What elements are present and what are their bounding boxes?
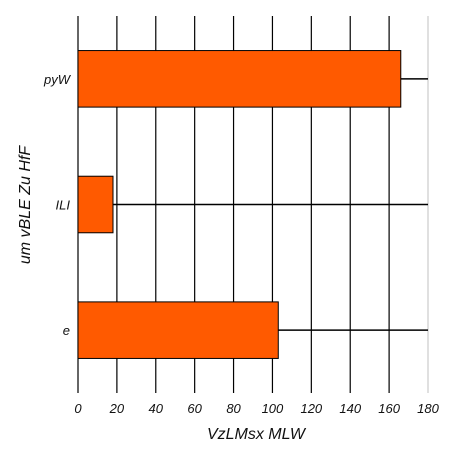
y-category-label-0: pyW (43, 72, 72, 87)
bar-1 (77, 175, 114, 234)
bar-extension-lines (113, 78, 428, 331)
bars (77, 50, 402, 359)
x-tick-label-40: 40 (149, 401, 164, 416)
y-category-labels: pyW ILI e (43, 72, 72, 338)
y-axis-title: um vBLE Zu HfF (17, 145, 34, 264)
x-axis-title: VzLMsx MLW (207, 426, 307, 443)
x-tick-label-80: 80 (226, 401, 241, 416)
x-tick-label-100: 100 (262, 401, 284, 416)
y-category-label-2: e (63, 323, 70, 338)
x-tick-label-160: 160 (378, 401, 400, 416)
bar-0 (77, 50, 402, 108)
x-tick-label-0: 0 (74, 401, 82, 416)
bar-2 (77, 301, 279, 359)
y-category-label-1: ILI (56, 198, 71, 213)
x-tick-label-60: 60 (187, 401, 202, 416)
x-tick-label-120: 120 (300, 401, 322, 416)
x-tick-labels: 0 20 40 60 80 100 120 140 160 180 (74, 401, 439, 416)
x-tick-label-180: 180 (417, 401, 439, 416)
x-tick-label-140: 140 (339, 401, 361, 416)
x-tick-label-20: 20 (109, 401, 125, 416)
